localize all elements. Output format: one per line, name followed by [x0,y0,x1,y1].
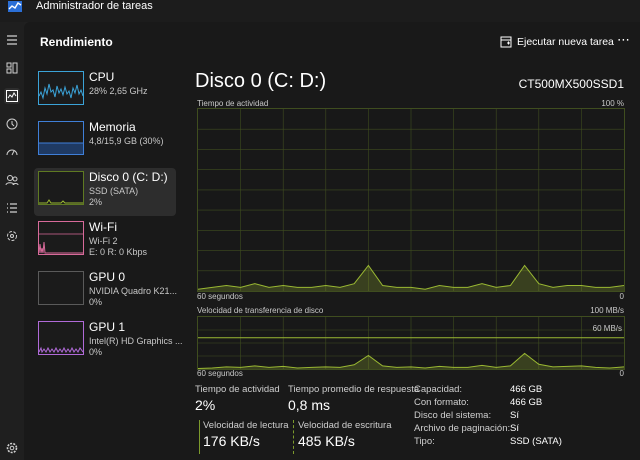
sidebar-item-detail-2: 0% [89,347,103,357]
response-time-label: Tiempo promedio de respuesta [288,384,420,395]
transfer-series-line [198,352,624,369]
settings-gear-icon[interactable] [4,440,20,456]
activity-area [198,265,624,291]
activity-series-line [198,264,624,290]
transfer-graph-mid-label: 60 MB/s [592,324,622,333]
transfer-graph-label: Velocidad de transferencia de disco [197,306,324,315]
sidebar-item-detail-2: 2% [89,197,103,207]
wifi-thumbnail-graph [38,221,84,255]
write-speed-indicator [293,420,294,454]
activity-min-label: 0 [619,292,624,301]
activity-graph-label: Tiempo de actividad [197,99,269,108]
sidebar-item-name: GPU 0 [89,270,126,284]
startup-apps-icon[interactable] [4,144,20,160]
sidebar-item-gpu-0[interactable]: GPU 0 NVIDIA Quadro K21... 0% [34,268,178,316]
formatted-key: Con formato: [414,397,469,408]
read-speed-value: 176 KB/s [203,433,260,449]
gpu1-thumbnail-graph [38,321,84,355]
sidebar-item-detail: NVIDIA Quadro K21... [89,286,178,296]
task-manager-logo-icon [8,1,22,12]
activity-graph [197,108,625,292]
sidebar-item-detail-2: 0% [89,297,103,307]
run-new-task-button[interactable]: Ejecutar nueva tarea [500,34,614,50]
disk-model: CT500MX500SSD1 [518,77,624,91]
sidebar-item-disk-0[interactable]: Disco 0 (C: D:) SSD (SATA) 2% [34,168,176,216]
sidebar-item-cpu[interactable]: CPU 28% 2,65 GHz [34,68,176,116]
title-bar: Administrador de tareas [0,0,640,22]
transfer-time-label: 60 segundos [197,369,243,378]
capacity-value: 466 GB [510,384,543,395]
app-title: Administrador de tareas [36,0,153,12]
users-icon[interactable] [4,172,20,188]
transfer-min-label: 0 [619,369,624,378]
transfer-area [198,353,624,369]
performance-icon[interactable] [4,88,20,104]
transfer-graph-plot [198,317,624,369]
read-speed-label: Velocidad de lectura [203,420,289,431]
run-task-icon [500,36,512,48]
sidebar-item-memory[interactable]: Memoria 4,8/15,9 GB (30%) [34,118,176,166]
formatted-value: 466 GB [510,397,543,408]
processes-icon[interactable] [4,60,20,76]
activity-graph-plot [198,109,624,291]
hamburger-menu-icon[interactable] [4,32,20,48]
sidebar-item-name: GPU 1 [89,320,126,334]
sidebar-item-detail-2: E: 0 R: 0 Kbps [89,247,148,257]
sidebar-item-name: Memoria [89,120,136,134]
active-time-value: 2% [195,397,216,413]
main-panel: Rendimiento Ejecutar nueva tarea ⋯ CPU 2… [24,22,640,460]
sidebar-item-gpu-1[interactable]: GPU 1 Intel(R) HD Graphics ... 0% [34,318,183,366]
page-file-value: Sí [510,423,519,434]
transfer-graph [197,316,625,370]
system-disk-value: Sí [510,410,519,421]
type-value: SSD (SATA) [510,436,562,447]
sidebar-item-name: Wi-Fi [89,220,117,234]
transfer-graph-max-label: 100 MB/s [590,306,624,315]
capacity-key: Capacidad: [414,384,463,395]
response-time-value: 0,8 ms [288,397,331,413]
cpu-thumbnail-graph [38,71,84,105]
active-time-label: Tiempo de actividad [195,384,280,395]
sidebar-item-wifi[interactable]: Wi-Fi Wi-Fi 2 E: 0 R: 0 Kbps [34,218,176,266]
type-key: Tipo: [414,436,435,447]
sidebar-item-detail: 28% 2,65 GHz [89,86,148,96]
more-options-button[interactable]: ⋯ [617,32,631,47]
app-history-icon[interactable] [4,116,20,132]
sidebar-item-detail: SSD (SATA) [89,186,139,196]
gpu0-thumbnail-graph [38,271,84,305]
page-title: Rendimiento [40,35,113,49]
activity-time-label: 60 segundos [197,292,243,301]
disk-thumbnail-graph [38,171,84,205]
memory-thumbnail-graph [38,121,84,155]
sidebar-item-detail: 4,8/15,9 GB (30%) [89,136,164,146]
write-speed-label: Velocidad de escritura [298,420,392,431]
write-speed-value: 485 KB/s [298,433,355,449]
services-icon[interactable] [4,228,20,244]
nav-rail [0,22,24,460]
run-new-task-label: Ejecutar nueva tarea [517,36,614,48]
activity-graph-max-label: 100 % [601,99,624,108]
read-speed-indicator [199,420,200,454]
sidebar-item-detail: Wi-Fi 2 [89,236,118,246]
sidebar-item-name: CPU [89,70,115,84]
sidebar-item-name: Disco 0 (C: D:) [89,170,168,184]
sidebar-item-detail: Intel(R) HD Graphics ... [89,336,183,346]
system-disk-key: Disco del sistema: [414,410,492,421]
disk-title: Disco 0 (C: D:) [195,70,327,92]
details-icon[interactable] [4,200,20,216]
page-file-key: Archivo de paginación: [414,423,511,434]
